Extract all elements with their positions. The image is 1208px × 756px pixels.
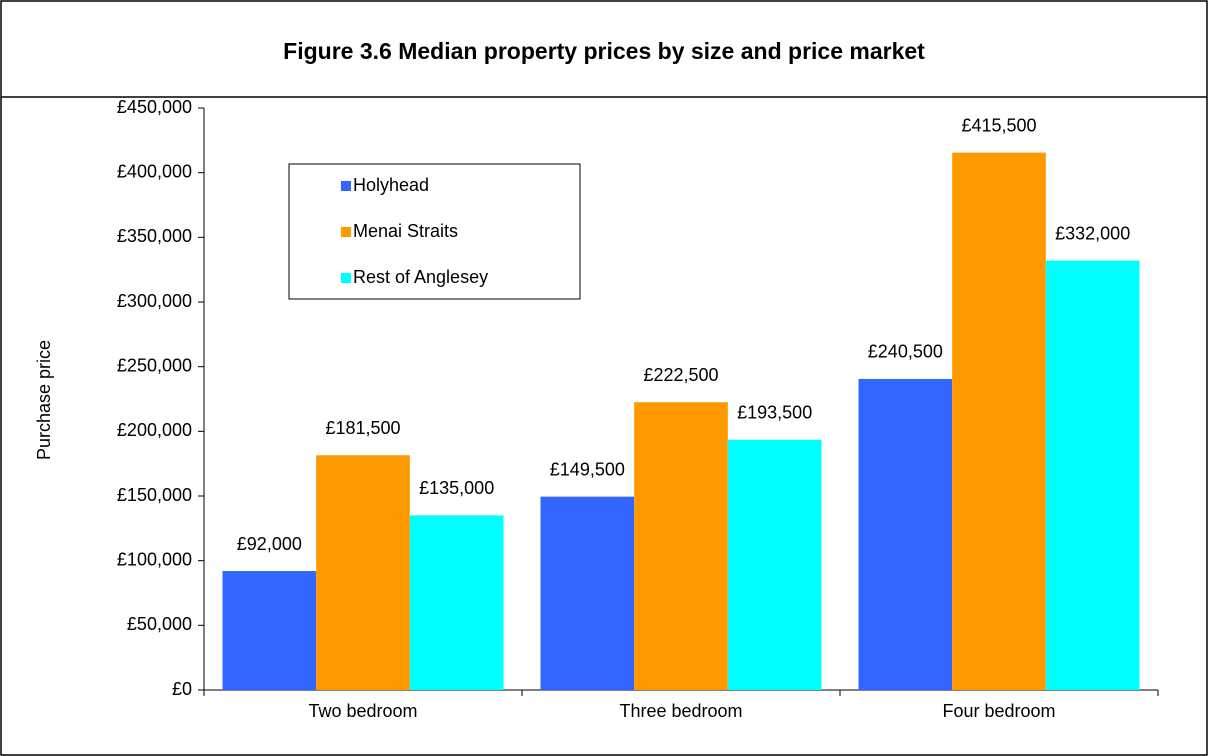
y-tick-label: £300,000	[117, 291, 192, 311]
x-tick-label: Four bedroom	[942, 701, 1055, 721]
data-label: £332,000	[1055, 223, 1130, 243]
data-label: £149,500	[550, 459, 625, 479]
x-tick-label: Three bedroom	[619, 701, 742, 721]
y-tick-label: £450,000	[117, 97, 192, 117]
bar	[409, 515, 504, 690]
legend-box	[288, 163, 581, 300]
legend-label: Menai Straits	[353, 221, 458, 241]
data-label: £92,000	[237, 534, 302, 554]
y-tick-label: £350,000	[117, 226, 192, 246]
legend-swatch	[341, 181, 351, 191]
bar	[727, 439, 822, 690]
legend-label: Holyhead	[353, 175, 429, 195]
data-label: £135,000	[419, 478, 494, 498]
bar	[1045, 260, 1140, 690]
y-tick-label: £200,000	[117, 420, 192, 440]
data-label: £415,500	[961, 115, 1036, 135]
bar	[858, 378, 953, 690]
y-tick-label: £0	[172, 679, 192, 699]
bar	[634, 402, 728, 690]
legend-label: Rest of Anglesey	[353, 267, 488, 287]
data-label: £181,500	[325, 418, 400, 438]
bar	[222, 571, 317, 690]
legend-swatch	[341, 273, 351, 283]
bar	[952, 152, 1046, 690]
chart-title: Figure 3.6 Median property prices by siz…	[283, 38, 925, 64]
data-label: £240,500	[868, 342, 943, 362]
x-tick-label: Two bedroom	[308, 701, 417, 721]
y-axis-label: Purchase price	[34, 340, 54, 460]
y-tick-label: £150,000	[117, 485, 192, 505]
bar	[540, 496, 635, 690]
y-tick-label: £250,000	[117, 355, 192, 375]
legend-swatch	[341, 227, 351, 237]
y-tick-label: £100,000	[117, 549, 192, 569]
y-tick-label: £400,000	[117, 161, 192, 181]
bar	[316, 455, 410, 690]
y-tick-label: £50,000	[127, 614, 192, 634]
data-label: £222,500	[643, 365, 718, 385]
data-label: £193,500	[737, 402, 812, 422]
